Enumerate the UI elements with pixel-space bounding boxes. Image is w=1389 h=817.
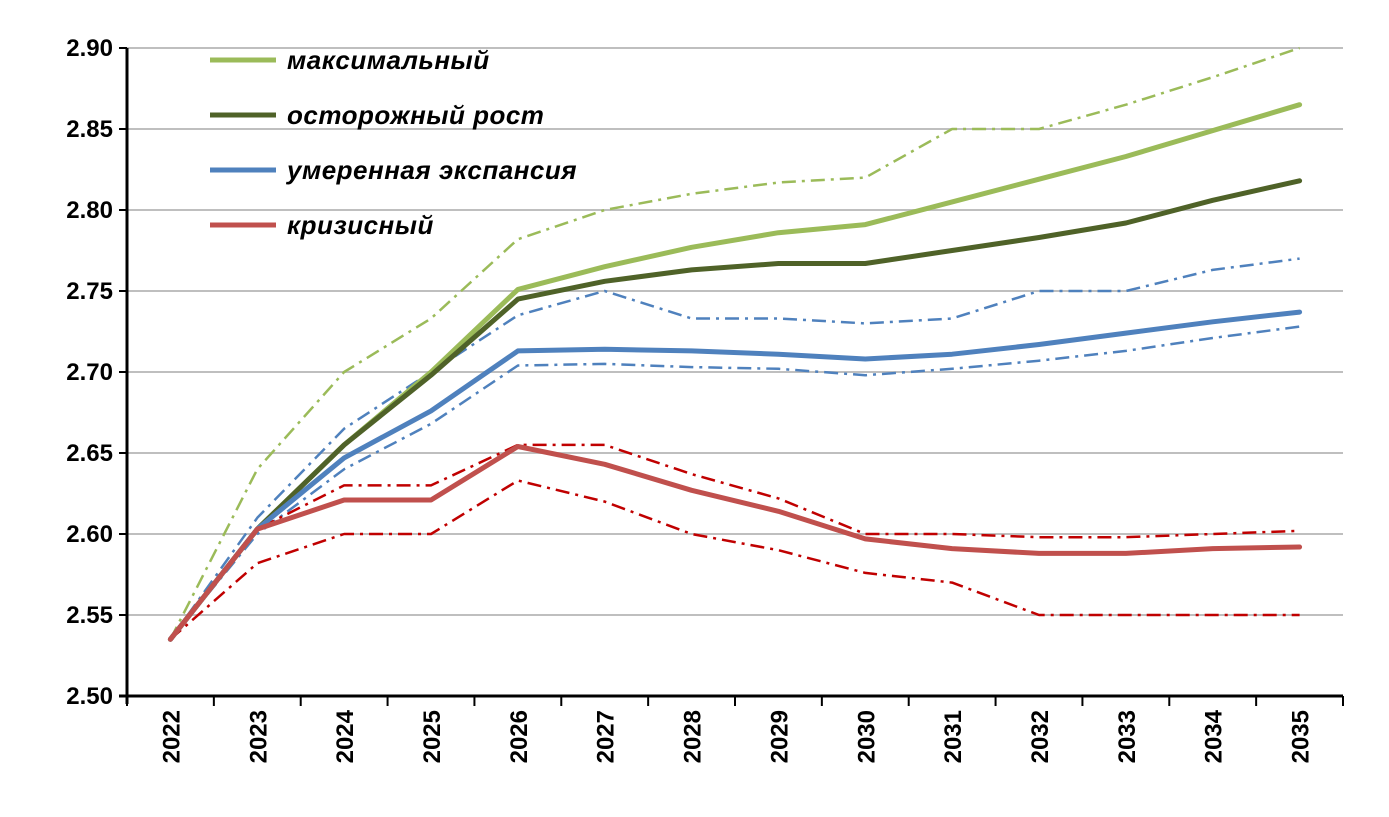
- range-line: [169, 479, 1300, 641]
- x-tick-label: 2034: [1201, 709, 1228, 763]
- x-tick-label: 2029: [766, 710, 793, 763]
- series-lines: [167, 102, 1303, 642]
- y-tick-label: 2.70: [66, 359, 113, 386]
- y-tick-label: 2.65: [66, 440, 113, 467]
- legend-label: умеренная экспансия: [285, 155, 577, 185]
- legend-label: кризисный: [287, 210, 434, 240]
- x-tick-label: 2026: [506, 710, 533, 763]
- y-tick-label: 2.85: [66, 116, 113, 143]
- legend-label: осторожный рост: [287, 100, 544, 130]
- range-line: [169, 443, 1300, 641]
- y-tick-label: 2.90: [66, 35, 113, 62]
- x-tick-label: 2028: [680, 710, 707, 763]
- y-tick-label: 2.50: [66, 683, 113, 710]
- legend: максимальный осторожный рост умеренная экс…: [210, 45, 577, 240]
- x-tick-label: 2024: [332, 709, 359, 763]
- y-tick-label: 2.55: [66, 602, 113, 629]
- x-tick-label: 2035: [1288, 710, 1315, 763]
- gridlines: [127, 47, 1343, 616]
- series-line: [167, 444, 1303, 642]
- x-tick-label: 2030: [853, 710, 880, 763]
- axes: [119, 47, 1344, 706]
- range-line: [169, 325, 1300, 641]
- y-tick-label: 2.75: [66, 278, 113, 305]
- x-tick-label: 2025: [419, 710, 446, 763]
- range-line: [169, 257, 1300, 641]
- x-tick-label: 2031: [940, 710, 967, 763]
- x-axis-ticks: 2022 2023 2024 2025 2026 2027 2028 2029 2030 2031…: [158, 709, 1314, 763]
- x-tick-label: 2032: [1027, 710, 1054, 763]
- range-lines: [169, 46, 1300, 641]
- y-axis-ticks: 2.50 2.55 2.60 2.65 2.70 2.75 2.80 2.85 2.90: [66, 35, 113, 710]
- x-tick-label: 2023: [245, 710, 272, 763]
- x-tick-label: 2027: [593, 710, 620, 763]
- range-line: [169, 46, 1300, 640]
- series-line: [167, 178, 1303, 642]
- y-tick-label: 2.80: [66, 197, 113, 224]
- y-tick-label: 2.60: [66, 521, 113, 548]
- x-tick-label: 2022: [158, 710, 185, 763]
- legend-label: максимальный: [287, 45, 490, 75]
- x-tick-label: 2033: [1114, 710, 1141, 763]
- series-line: [167, 309, 1303, 642]
